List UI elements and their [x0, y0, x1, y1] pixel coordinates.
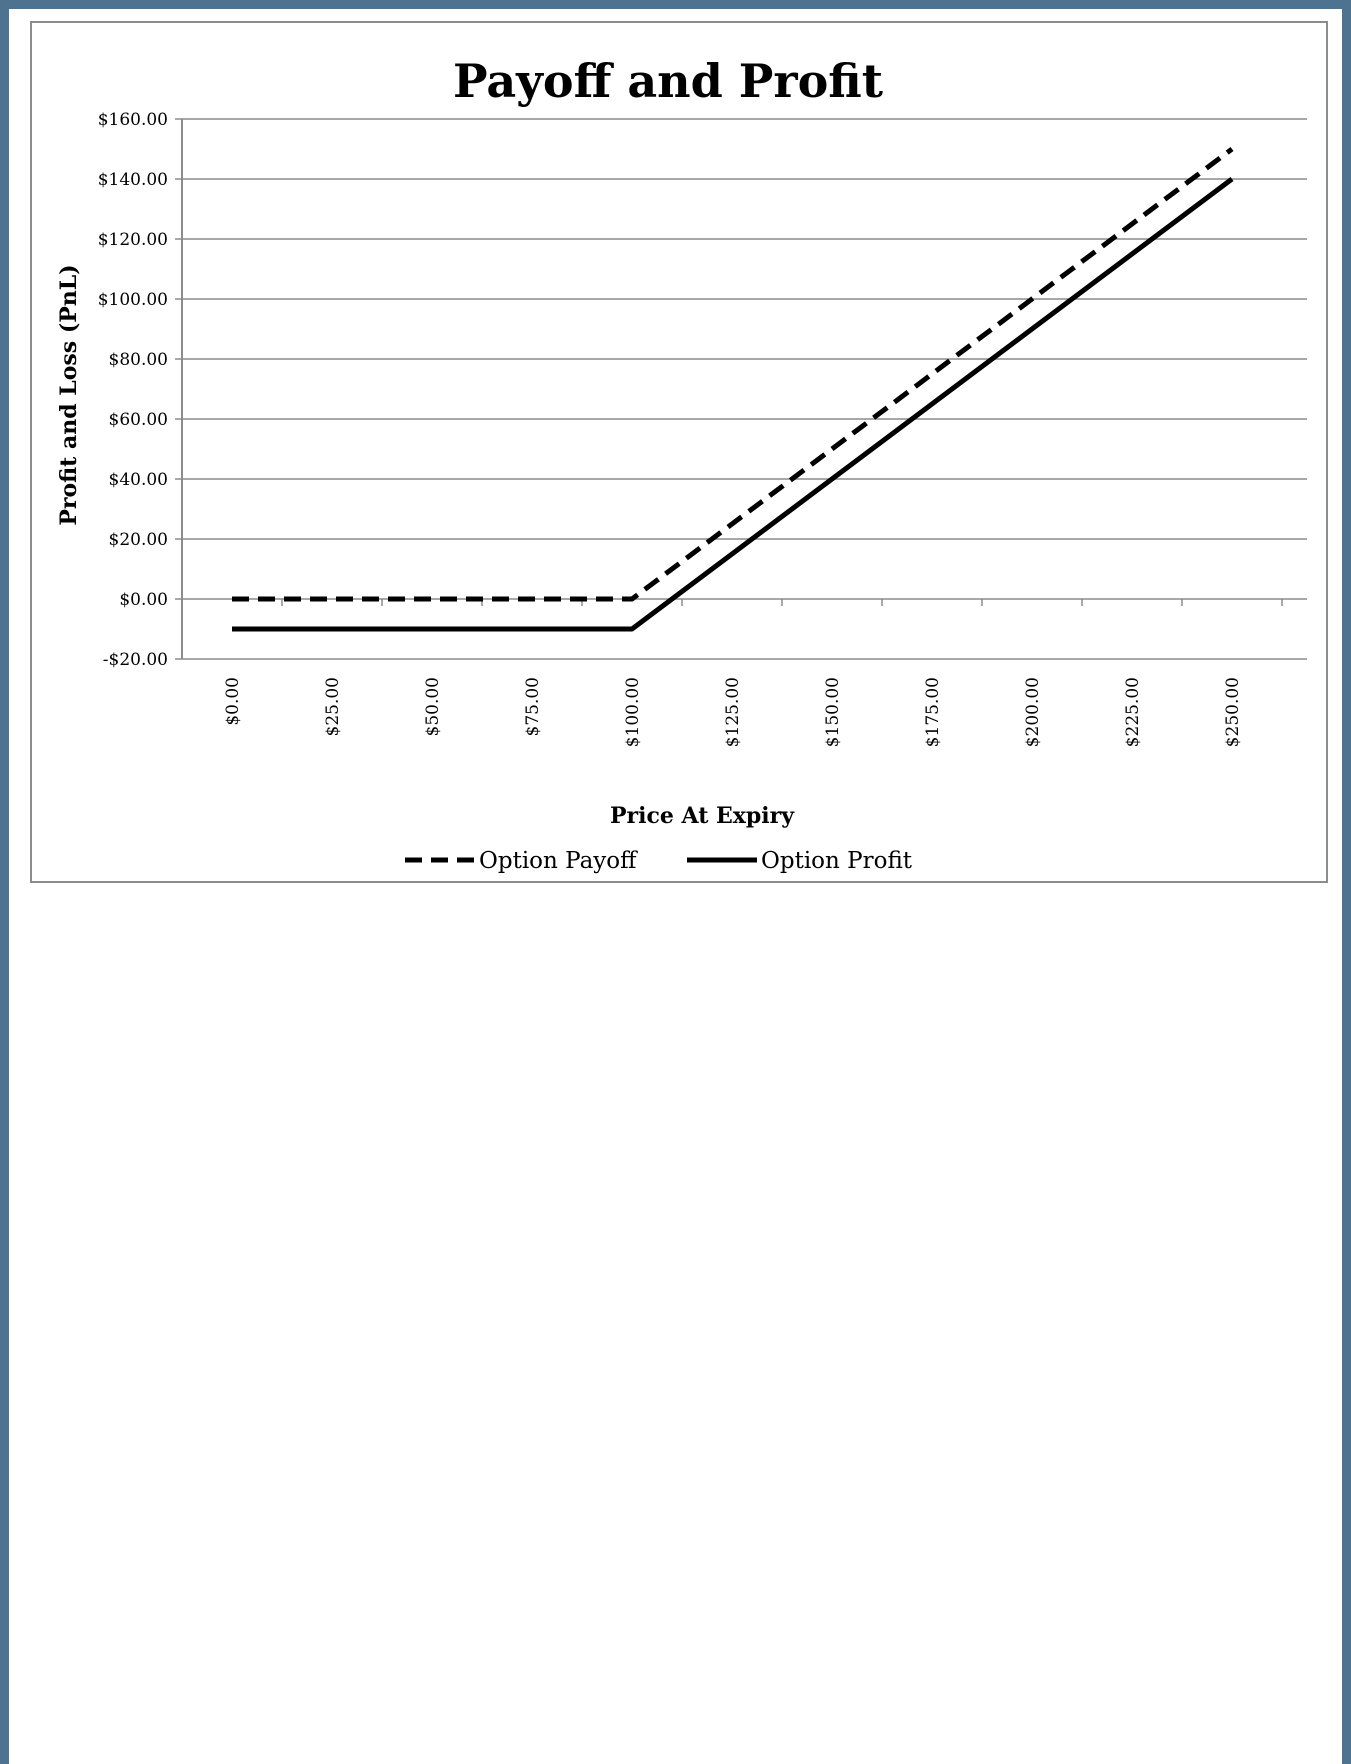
- x-tick-label: $125.00: [723, 677, 743, 747]
- x-axis-title: Price At Expiry: [610, 803, 795, 829]
- x-tick-label: $0.00: [223, 677, 243, 726]
- chart-title: Payoff and Profit: [453, 54, 884, 108]
- x-tick-label: $150.00: [823, 677, 843, 747]
- y-tick-label: $160.00: [98, 110, 168, 130]
- y-tick-label: $140.00: [98, 170, 168, 190]
- gridlines: [182, 118, 1307, 660]
- y-tick-label: $20.00: [109, 530, 168, 550]
- option-payoff-line: [232, 147, 1234, 602]
- x-tick-label: $50.00: [423, 677, 443, 736]
- axes: -$20.00 $0.00 $20.00 $40.00 $60.00 $80.00 $100…: [98, 110, 1283, 747]
- x-tick-label: $250.00: [1223, 677, 1243, 747]
- series-lines: [232, 147, 1234, 632]
- y-tick-label: -$20.00: [103, 650, 168, 670]
- y-tick-label: $80.00: [109, 350, 168, 370]
- y-tick-label: $0.00: [119, 590, 168, 610]
- y-tick-label: $100.00: [98, 290, 168, 310]
- legend: Option Payoff Option Profit: [405, 848, 913, 874]
- x-tick-label: $175.00: [923, 677, 943, 747]
- y-axis-title: Profit and Loss (PnL): [56, 264, 82, 525]
- x-tick-label: $225.00: [1123, 677, 1143, 747]
- payoff-profit-chart: Payoff and Profit Price At Expiry Profit…: [56, 54, 1307, 874]
- chart-container: Payoff and Profit Price At Expiry Profit…: [30, 21, 1328, 883]
- legend-label-option-profit: Option Profit: [761, 848, 913, 874]
- x-tick-label: $100.00: [623, 677, 643, 747]
- legend-label-option-payoff: Option Payoff: [479, 848, 638, 874]
- x-tick-label: $75.00: [523, 677, 543, 736]
- y-tick-label: $40.00: [109, 470, 168, 490]
- x-tick-label: $200.00: [1023, 677, 1043, 747]
- y-tick-label: $60.00: [109, 410, 168, 430]
- y-tick-label: $120.00: [98, 230, 168, 250]
- option-profit-line: [232, 177, 1234, 632]
- x-tick-label: $25.00: [323, 677, 343, 736]
